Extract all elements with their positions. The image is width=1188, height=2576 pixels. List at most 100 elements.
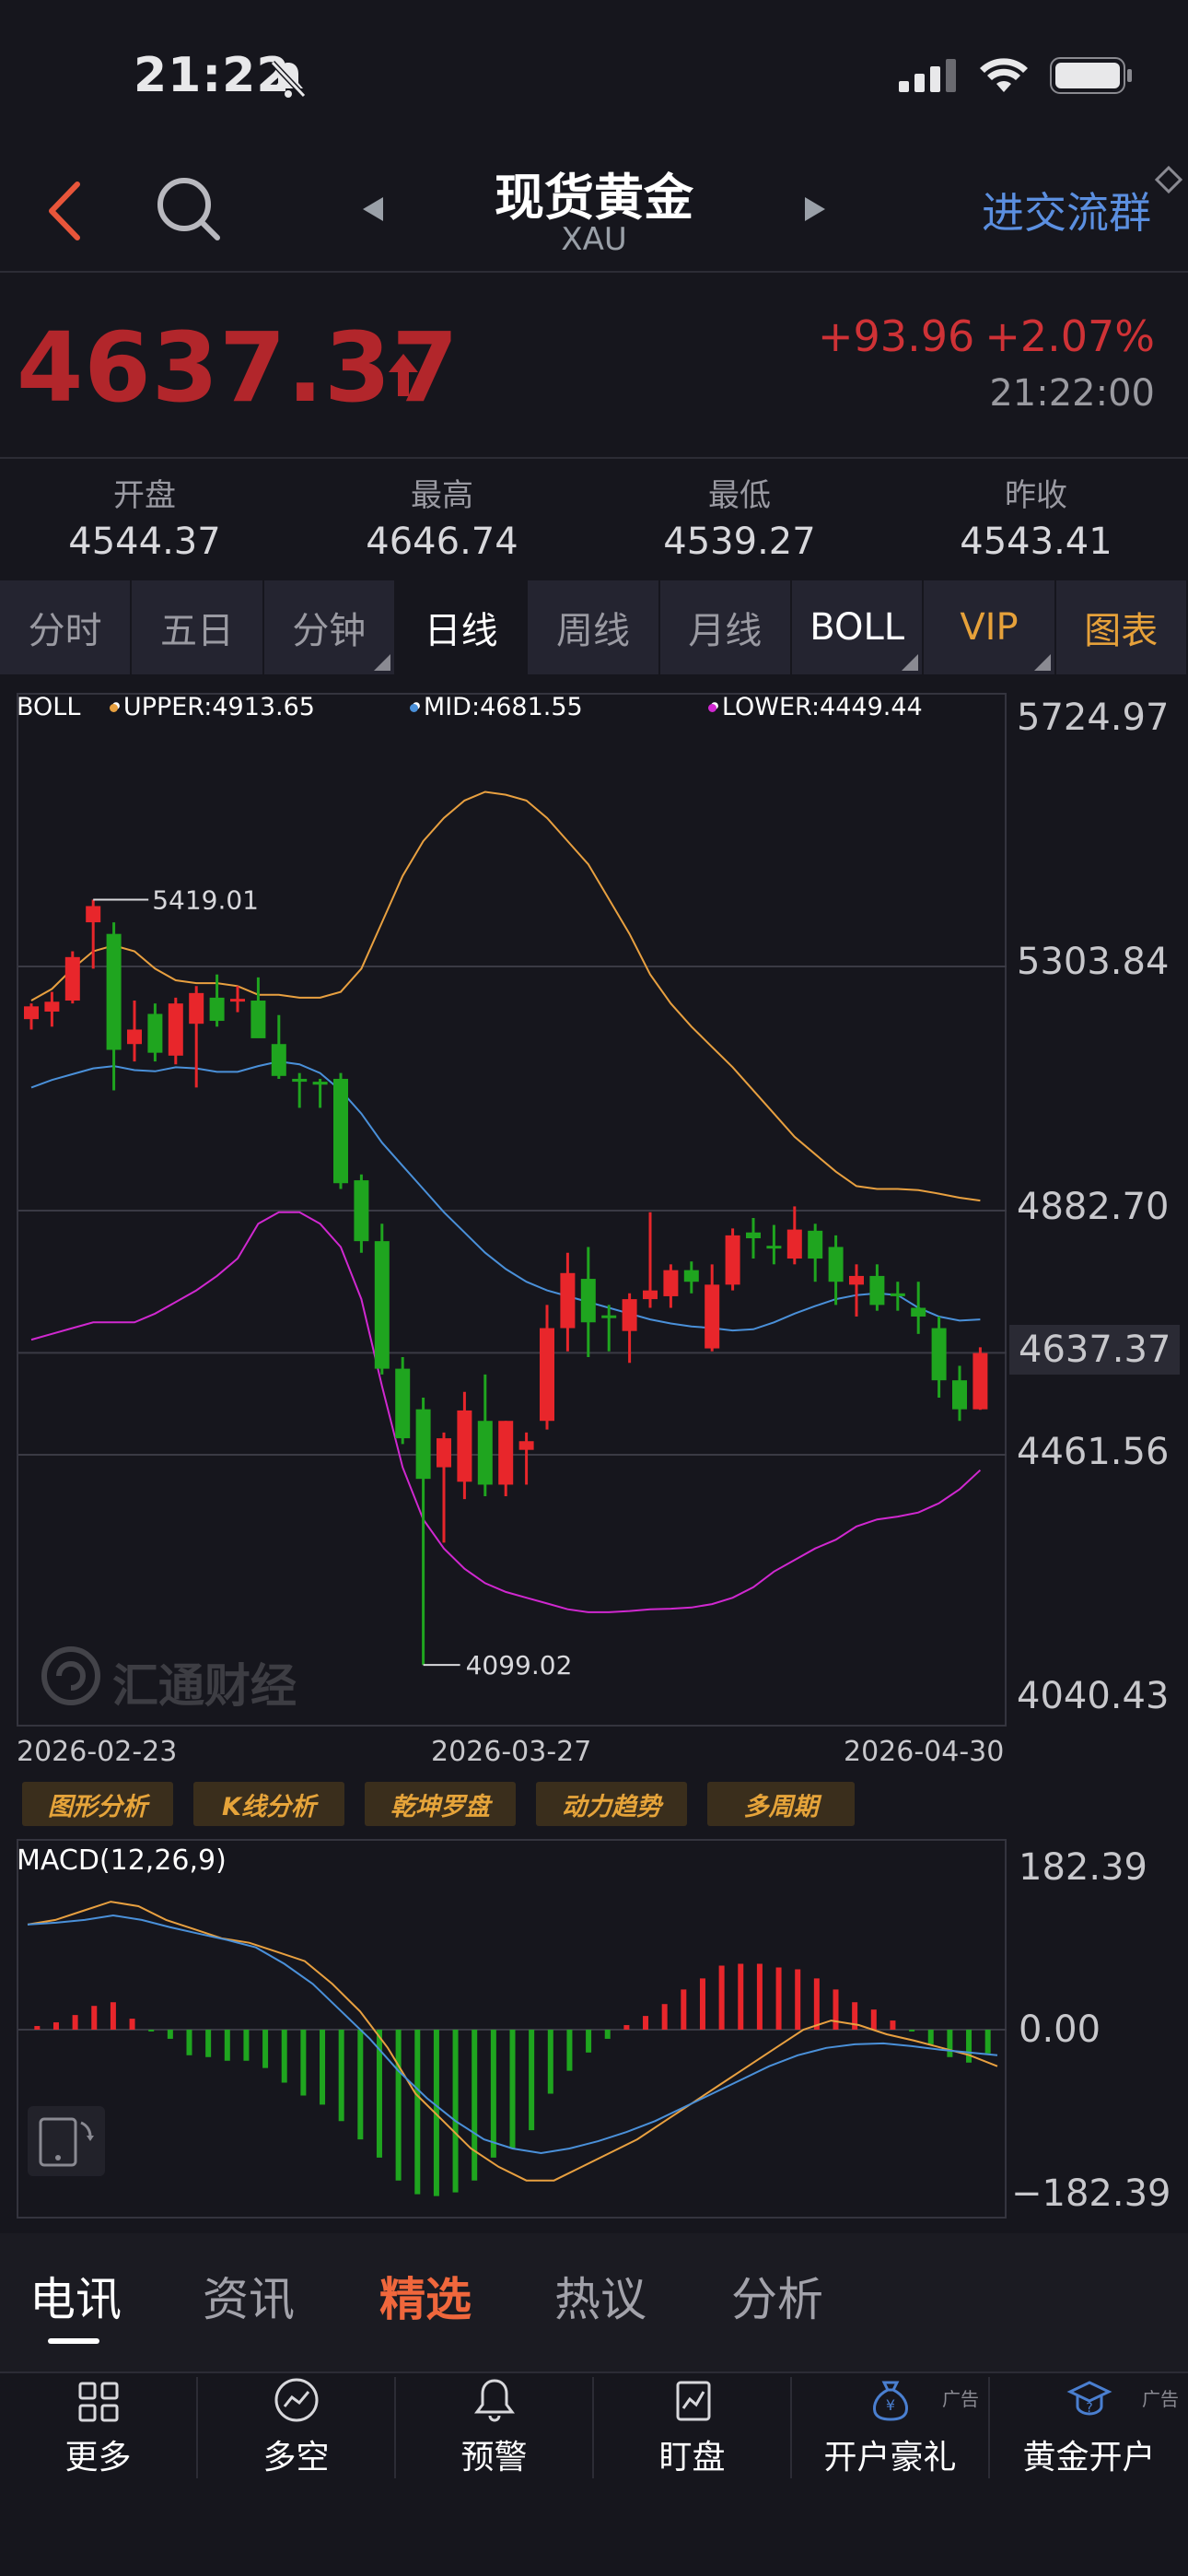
tab-5[interactable]: 月线 bbox=[660, 580, 792, 674]
ohlc-label: 开盘 bbox=[113, 477, 176, 514]
candle-body bbox=[24, 1006, 39, 1020]
boll-upper-line bbox=[30, 790, 981, 1202]
candle-body bbox=[147, 1013, 163, 1053]
candle-body bbox=[973, 1352, 988, 1410]
search-icon[interactable] bbox=[153, 173, 223, 243]
news-tab-bar bbox=[0, 2233, 1188, 2371]
bottom-nav-item[interactable]: 盯盘 bbox=[594, 2377, 792, 2478]
price-axis-label: 4882.70 bbox=[1017, 1186, 1170, 1228]
divider bbox=[0, 457, 1188, 459]
bottom-nav-item[interactable]: 广告? 黄金开户 bbox=[990, 2377, 1188, 2478]
news-tab-4[interactable]: 分析 bbox=[731, 2273, 823, 2326]
grid-icon bbox=[77, 2381, 120, 2427]
candle-body bbox=[209, 997, 225, 1022]
watermark-logo-icon bbox=[41, 1645, 101, 1706]
candle-body bbox=[622, 1299, 637, 1331]
candle-body bbox=[374, 1241, 390, 1369]
ad-label: 广告 bbox=[942, 2388, 979, 2410]
candle-body bbox=[437, 1438, 451, 1468]
tab-3[interactable]: 日线 bbox=[395, 580, 529, 674]
date-label: 2026-04-30 bbox=[844, 1736, 1005, 1768]
bell-icon bbox=[473, 2377, 516, 2427]
macd-chart-panel[interactable] bbox=[17, 1839, 1007, 2219]
next-instrument-icon[interactable] bbox=[803, 195, 827, 223]
date-label: 2026-02-23 bbox=[17, 1736, 178, 1768]
candle-body bbox=[786, 1229, 802, 1259]
tab-1[interactable]: 五日 bbox=[132, 580, 264, 674]
bottom-nav-label: 黄金开户 bbox=[1022, 2439, 1156, 2476]
candle-body bbox=[518, 1441, 534, 1450]
boll-mid-line bbox=[30, 1060, 981, 1332]
dropdown-corner-icon bbox=[902, 654, 919, 671]
page-subtitle: XAU bbox=[561, 221, 627, 258]
candle-body bbox=[271, 1044, 286, 1076]
news-tab-2[interactable]: 精选 bbox=[379, 2273, 472, 2326]
boll-lower-line bbox=[30, 1211, 982, 1613]
news-tab-0[interactable]: 电讯 bbox=[29, 2273, 122, 2326]
tool-button[interactable]: K线分析 bbox=[193, 1782, 344, 1826]
candle-body bbox=[498, 1421, 514, 1485]
tab-7[interactable]: VIP bbox=[924, 580, 1056, 674]
ohlc-item: 昨收 4543.41 bbox=[921, 470, 1151, 563]
macd-axis-top: 182.39 bbox=[1019, 1846, 1147, 1889]
tab-4[interactable]: 周线 bbox=[528, 580, 660, 674]
candle-body bbox=[643, 1290, 658, 1300]
news-tab-1[interactable]: 资讯 bbox=[203, 2273, 295, 2326]
ohlc-value: 4544.37 bbox=[68, 521, 221, 563]
ohlc-value: 4539.27 bbox=[663, 521, 816, 563]
tool-button[interactable]: 乾坤罗盘 bbox=[365, 1782, 516, 1826]
tab-6[interactable]: BOLL bbox=[792, 580, 925, 674]
graduation-cap-icon: ? bbox=[1066, 2377, 1112, 2427]
join-group-link[interactable]: 进交流群 bbox=[982, 188, 1151, 238]
cellular-signal-icon bbox=[899, 59, 956, 92]
fullscreen-toggle-icon[interactable] bbox=[28, 2106, 105, 2176]
tab-label: BOLL bbox=[809, 606, 905, 649]
tab-8[interactable]: 图表 bbox=[1056, 580, 1188, 674]
tab-label: 五日 bbox=[159, 610, 234, 652]
ohlc-label: 昨收 bbox=[1005, 477, 1067, 514]
candle-body bbox=[746, 1232, 761, 1239]
active-tab-indicator bbox=[48, 2338, 99, 2344]
tool-button[interactable]: 图形分析 bbox=[22, 1782, 173, 1826]
candle-body bbox=[127, 1029, 142, 1045]
bottom-nav-label: 更多 bbox=[64, 2439, 132, 2476]
tool-button[interactable]: 动力趋势 bbox=[536, 1782, 687, 1826]
battery-icon bbox=[1050, 57, 1132, 94]
kline-chart-panel[interactable]: 5419.01 4099.02 bbox=[17, 693, 1007, 1727]
news-tab-3[interactable]: 热议 bbox=[554, 2273, 646, 2326]
up-arrow-icon bbox=[387, 352, 420, 398]
tab-label: 周线 bbox=[555, 610, 630, 652]
tool-button[interactable]: 多周期 bbox=[707, 1782, 855, 1826]
candle-body bbox=[250, 1001, 266, 1038]
bottom-nav-item[interactable]: 预警 bbox=[396, 2377, 594, 2478]
candle-body bbox=[890, 1293, 905, 1296]
price-axis-label: 4461.56 bbox=[1017, 1430, 1170, 1473]
back-icon[interactable] bbox=[42, 175, 88, 247]
bottom-nav-item[interactable]: 多空 bbox=[198, 2377, 396, 2478]
bottom-nav-item[interactable]: 更多 bbox=[0, 2377, 198, 2478]
legend-dot-mid bbox=[410, 704, 418, 712]
candle-body bbox=[766, 1246, 782, 1249]
candle-body bbox=[580, 1279, 596, 1323]
candle-body bbox=[457, 1410, 472, 1482]
ohlc-value: 4543.41 bbox=[960, 521, 1112, 563]
tab-2[interactable]: 分钟 bbox=[264, 580, 396, 674]
candle-body bbox=[230, 999, 245, 1002]
wifi-icon bbox=[980, 58, 1028, 92]
ohlc-label: 最低 bbox=[708, 477, 771, 514]
candle-body bbox=[869, 1275, 885, 1306]
candle-body bbox=[952, 1380, 967, 1410]
candle-body bbox=[86, 906, 101, 923]
candle-body bbox=[292, 1078, 308, 1083]
dropdown-corner-icon bbox=[1033, 654, 1051, 671]
candle-body bbox=[477, 1421, 493, 1485]
tab-0[interactable]: 分时 bbox=[0, 580, 133, 674]
bottom-nav-item[interactable]: 广告 ¥ 开户豪礼 bbox=[792, 2377, 990, 2478]
candle-body bbox=[828, 1247, 844, 1282]
prev-instrument-icon[interactable] bbox=[361, 195, 385, 223]
candle-body bbox=[560, 1272, 576, 1329]
low-marker-label: 4099.02 bbox=[466, 1650, 573, 1680]
price-change: +93.96 bbox=[818, 311, 975, 361]
tab-label: 分钟 bbox=[292, 610, 367, 652]
legend-dot-lower bbox=[708, 704, 716, 712]
